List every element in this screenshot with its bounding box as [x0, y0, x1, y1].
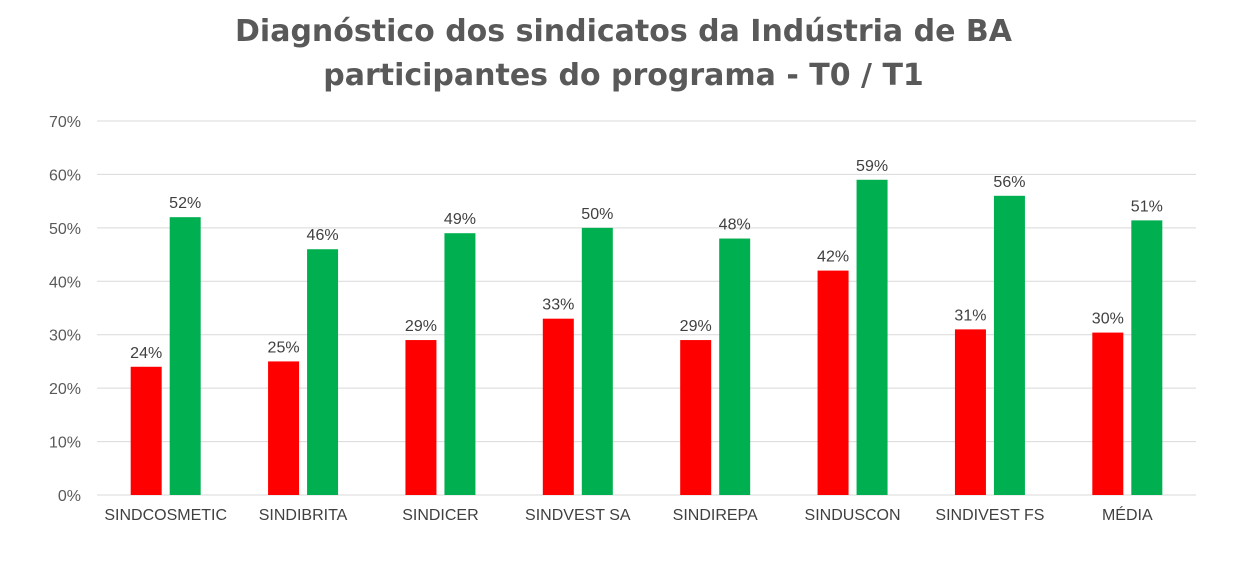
category-label: SINDUSCON	[805, 507, 901, 524]
data-label: 31%	[954, 307, 986, 324]
y-tick-label: 60%	[49, 167, 81, 184]
x-axis-categories: SINDCOSMETIC SINDIBRITA SINDICER SINDVEST S…	[104, 505, 1153, 524]
bar-series-1	[405, 340, 437, 495]
data-label: 25%	[268, 339, 300, 356]
y-tick-label: 30%	[49, 328, 81, 345]
data-label: 48%	[719, 217, 751, 234]
category-label: SINDICER	[402, 507, 478, 524]
data-label: 49%	[444, 211, 476, 228]
category-label: SINDIVEST FS	[935, 507, 1044, 524]
chart-title-line-1: Diagnóstico dos sindicatos da Indústria …	[235, 14, 1012, 49]
bar-series-2	[169, 217, 201, 495]
bar-series-1	[130, 366, 162, 495]
data-label: 24%	[130, 345, 162, 362]
bar-series-2	[581, 227, 613, 495]
data-label: 46%	[307, 227, 339, 244]
bar-series-1	[542, 318, 574, 495]
bar-series-2	[719, 238, 751, 496]
bar-series-2	[444, 233, 476, 495]
data-label: 33%	[542, 297, 574, 314]
data-label: 30%	[1092, 311, 1124, 328]
bar-series-1	[268, 361, 300, 495]
category-label: SINDIBRITA	[259, 507, 348, 524]
bar-series-2	[307, 249, 339, 495]
data-label: 42%	[817, 249, 849, 266]
y-tick-label: 0%	[58, 488, 81, 505]
bar-series-1	[680, 340, 712, 495]
data-label: 50%	[581, 206, 613, 223]
data-label: 59%	[856, 158, 888, 175]
category-label: SINDVEST SA	[525, 507, 631, 524]
data-label: 29%	[405, 318, 437, 335]
bars	[130, 179, 1163, 496]
data-labels: 24% 52% 25% 46% 29% 49% 33% 50% 29% 48% 42% 59% 31% 5…	[130, 158, 1163, 362]
gridlines	[97, 120, 1196, 496]
y-tick-label: 20%	[49, 381, 81, 398]
category-label: SINDCOSMETIC	[104, 507, 227, 524]
chart-title-line-2: participantes do programa - T0 / T1	[323, 58, 924, 93]
bar-series-2	[856, 179, 888, 495]
category-label: SINDIREPA	[673, 507, 758, 524]
y-tick-label: 40%	[49, 274, 81, 291]
category-label: MÉDIA	[1102, 505, 1153, 524]
bar-series-2	[1131, 220, 1163, 495]
y-axis-ticks: 0% 10% 20% 30% 40% 50% 60% 70%	[49, 114, 81, 505]
bar-series-1	[817, 270, 849, 495]
chart-title: Diagnóstico dos sindicatos da Indústria …	[0, 10, 1247, 98]
y-tick-label: 70%	[49, 114, 81, 131]
data-label: 29%	[680, 318, 712, 335]
bar-series-1	[1092, 332, 1124, 495]
data-label: 51%	[1131, 198, 1163, 215]
bar-series-1	[954, 329, 986, 495]
y-tick-label: 50%	[49, 221, 81, 238]
bar-series-2	[993, 195, 1025, 496]
data-label: 52%	[169, 195, 201, 212]
data-label: 56%	[993, 174, 1025, 191]
y-tick-label: 10%	[49, 435, 81, 452]
